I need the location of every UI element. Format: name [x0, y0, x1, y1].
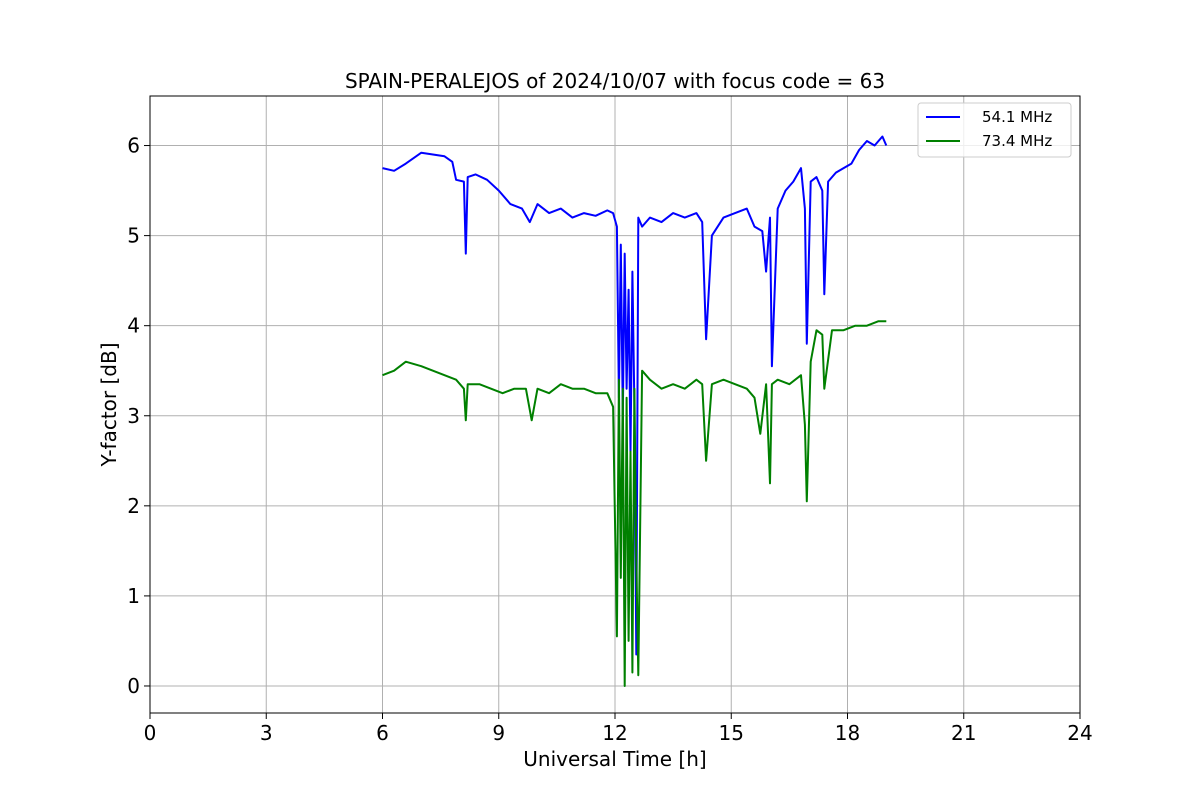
- x-tick-label: 3: [260, 721, 273, 745]
- y-tick-label: 5: [127, 224, 140, 248]
- y-tick-label: 6: [127, 134, 140, 158]
- y-tick-label: 1: [127, 584, 140, 608]
- series-line-73-4-mhz: [382, 320, 887, 687]
- chart-title: SPAIN-PERALEJOS of 2024/10/07 with focus…: [345, 69, 885, 93]
- x-tick-label: 12: [602, 721, 627, 745]
- legend: 54.1 MHz 73.4 MHz: [917, 102, 1072, 158]
- y-tick-label: 2: [127, 494, 140, 518]
- legend-label-73-4-mhz: 73.4 MHz: [982, 132, 1052, 150]
- y-axis-label: Y-factor [dB]: [97, 342, 121, 467]
- series-line-54-1-mhz: [382, 135, 888, 656]
- x-tick-label: 18: [835, 721, 860, 745]
- x-tick-label: 9: [492, 721, 505, 745]
- x-tick-label: 21: [951, 721, 976, 745]
- x-tick-label: 24: [1067, 721, 1092, 745]
- x-axis-label: Universal Time [h]: [523, 747, 706, 771]
- series-layer: [382, 135, 888, 687]
- legend-label-54-1-mhz: 54.1 MHz: [982, 108, 1052, 126]
- x-tick-label: 15: [719, 721, 744, 745]
- y-tick-label: 3: [127, 404, 140, 428]
- x-tick-label: 6: [376, 721, 389, 745]
- y-tick-label: 0: [127, 674, 140, 698]
- x-tick-label: 0: [144, 721, 157, 745]
- y-tick-label: 4: [127, 314, 140, 338]
